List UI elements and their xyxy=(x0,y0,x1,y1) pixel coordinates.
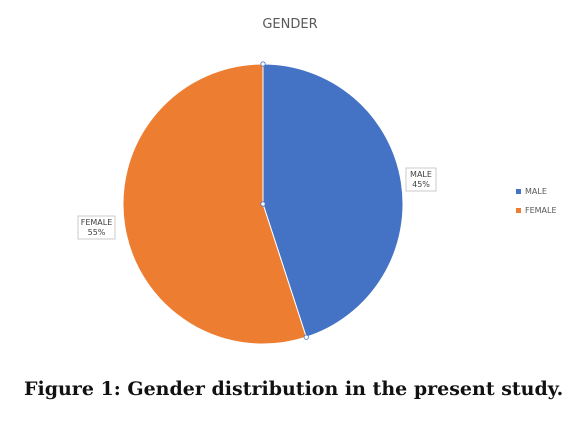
data-label-box xyxy=(77,215,116,240)
data-label-name: FEMALE xyxy=(81,218,113,227)
legend: MALE FEMALE xyxy=(516,187,557,215)
data-label-box xyxy=(405,167,437,192)
slice-handle-dot xyxy=(260,201,266,207)
pie-slices xyxy=(122,61,404,345)
chart-title: GENDER xyxy=(262,17,317,32)
pie-slice-male xyxy=(262,63,404,338)
pie-slice-female xyxy=(122,63,307,345)
data-label-value: 55% xyxy=(88,228,106,237)
legend-swatch-female xyxy=(516,208,521,213)
slice-handle-dot xyxy=(260,61,266,67)
legend-label-male: MALE xyxy=(525,187,547,196)
data-label-value: 45% xyxy=(412,180,430,189)
legend-label-female: FEMALE xyxy=(525,206,557,215)
slice-handle-dot xyxy=(303,334,309,340)
legend-swatch-male xyxy=(516,189,521,194)
figure-caption: Figure 1: Gender distribution in the pre… xyxy=(24,378,564,400)
data-label-name: MALE xyxy=(410,170,432,179)
